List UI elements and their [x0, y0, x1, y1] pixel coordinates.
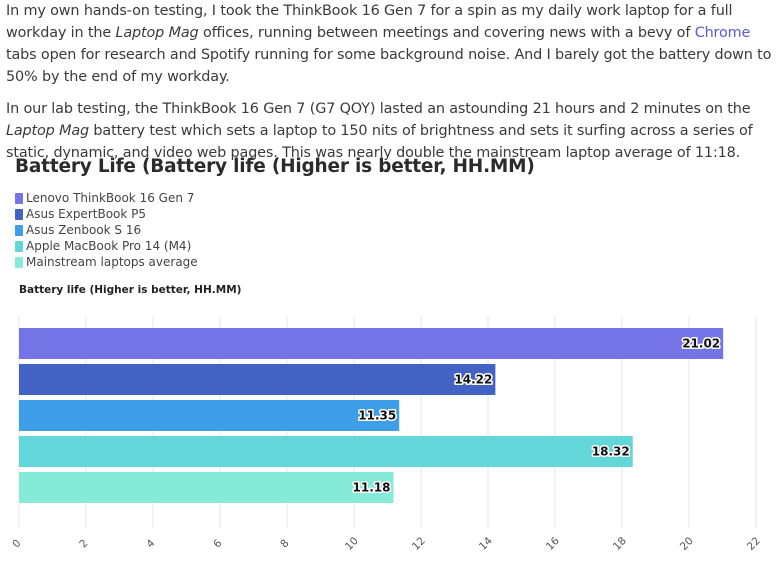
paragraph-hands-on: In my own hands-on testing, I took the T…	[6, 0, 776, 88]
legend-item[interactable]: Asus Zenbook S 16	[15, 222, 198, 238]
chrome-link[interactable]: Chrome	[694, 25, 751, 41]
bar-value-label: 21.02	[682, 337, 720, 351]
legend-label: Apple MacBook Pro 14 (M4)	[26, 239, 192, 253]
legend-label: Asus ExpertBook P5	[26, 207, 147, 221]
bar-value-label: 18.32	[592, 445, 630, 459]
bar	[19, 328, 724, 359]
publication-name: Laptop Mag	[115, 25, 199, 41]
paragraph-lab-testing: In our lab testing, the ThinkBook 16 Gen…	[6, 98, 776, 164]
paragraph-text: offices, running between meetings and co…	[198, 25, 695, 41]
x-tick-label: 6	[211, 537, 224, 550]
x-tick-label: 14	[477, 535, 495, 553]
x-tick-label: 8	[278, 537, 291, 550]
legend-swatch	[15, 208, 23, 220]
legend-label: Lenovo ThinkBook 16 Gen 7	[26, 191, 195, 205]
legend-label: Asus Zenbook S 16	[26, 223, 142, 237]
bar-value-label: 14.22	[454, 373, 492, 387]
paragraph-text: tabs open for research and Spotify runni…	[6, 47, 772, 85]
publication-name: Laptop Mag	[6, 123, 89, 139]
legend-item[interactable]: Lenovo ThinkBook 16 Gen 7	[15, 190, 198, 206]
bar	[19, 364, 496, 395]
legend-swatch	[15, 256, 23, 268]
legend-swatch	[15, 240, 23, 252]
x-tick-label: 12	[410, 535, 428, 553]
legend-item[interactable]: Apple MacBook Pro 14 (M4)	[15, 238, 198, 254]
paragraph-text: battery test which sets a laptop to 150 …	[6, 123, 753, 161]
bar	[19, 436, 633, 467]
bar	[19, 400, 400, 431]
legend-item[interactable]: Asus ExpertBook P5	[15, 206, 198, 222]
battery-life-chart: 0 2 4 6 8 10 12 14 16 18 20 22 21.02 14.22 11.35 18.32 1…	[10, 316, 763, 553]
chart-title: Battery Life (Battery life (Higher is be…	[15, 156, 535, 177]
paragraph-text: In our lab testing, the ThinkBook 16 Gen…	[6, 101, 751, 117]
bar	[19, 472, 394, 503]
bar-value-label: 11.35	[358, 409, 396, 423]
legend-swatch	[15, 192, 23, 204]
x-tick-label: 0	[10, 537, 23, 550]
x-tick-label: 16	[544, 535, 562, 553]
x-tick-label: 22	[745, 535, 763, 553]
plot-label: Battery life (Higher is better, HH.MM)	[19, 284, 242, 296]
article-body: In my own hands-on testing, I took the T…	[6, 0, 776, 174]
bar-value-label: 11.18	[353, 481, 391, 495]
x-tick-label: 2	[77, 537, 90, 550]
x-tick-label: 4	[144, 537, 157, 550]
x-tick-label: 10	[343, 535, 361, 553]
legend-swatch	[15, 224, 23, 236]
legend-label: Mainstream laptops average	[26, 255, 198, 269]
legend-item[interactable]: Mainstream laptops average	[15, 254, 198, 270]
paragraph-text: In my own hands-on testing, I took the T…	[6, 3, 733, 41]
chart-legend: Lenovo ThinkBook 16 Gen 7 Asus ExpertBook…	[15, 190, 198, 270]
x-tick-label: 18	[611, 535, 629, 553]
x-tick-label: 20	[678, 535, 696, 553]
